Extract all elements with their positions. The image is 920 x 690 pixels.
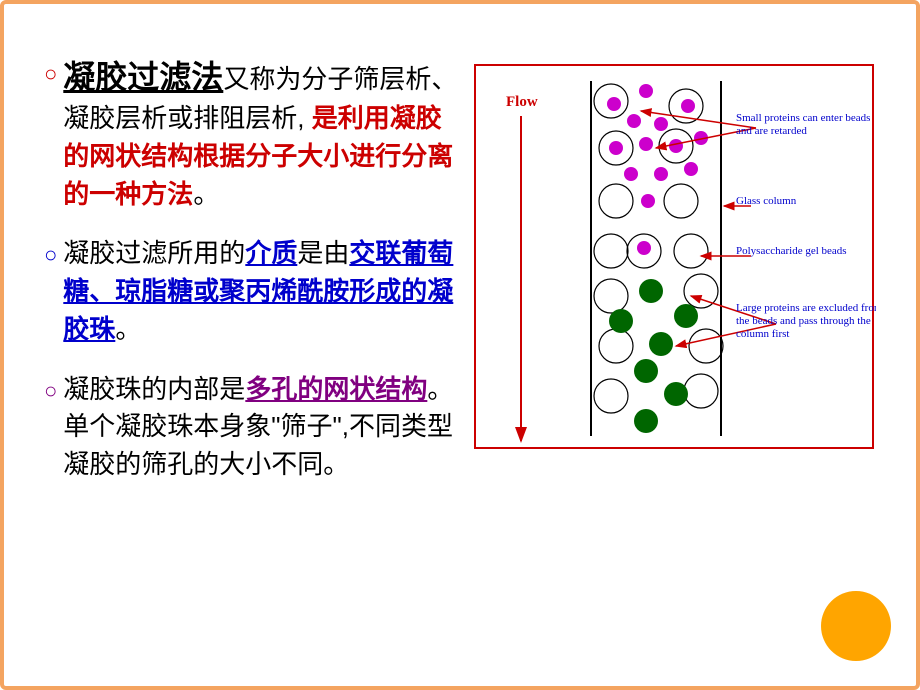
large-protein — [649, 332, 673, 356]
large-protein — [634, 409, 658, 433]
text-segment: 凝胶过滤所用的 — [63, 238, 245, 268]
small-protein — [607, 97, 621, 111]
gel-bead — [599, 329, 633, 363]
gel-bead — [599, 184, 633, 218]
diagram-label: Glass column — [736, 195, 797, 207]
gel-bead — [594, 279, 628, 313]
bullet-item: ○凝胶珠的内部是多孔的网状结构。单个凝胶珠本身象"筛子",不同类型凝胶的筛孔的大… — [44, 371, 464, 484]
small-protein — [681, 99, 695, 113]
text-segment: 是由 — [297, 238, 349, 268]
small-protein — [641, 194, 655, 208]
large-protein — [664, 382, 688, 406]
text-segment: 凝胶过滤法 — [63, 59, 223, 95]
large-protein — [609, 309, 633, 333]
large-protein — [639, 279, 663, 303]
bullet-text: 凝胶过滤法又称为分子筛层析、凝胶层析或排阻层析, 是利用凝胶的网状结构根据分子大… — [63, 54, 464, 213]
bullet-item: ○凝胶过滤所用的介质是由交联葡萄糖、琼脂糖或聚丙烯酰胺形成的凝胶珠。 — [44, 235, 464, 348]
small-protein — [684, 162, 698, 176]
text-column: ○凝胶过滤法又称为分子筛层析、凝胶层析或排阻层析, 是利用凝胶的网状结构根据分子… — [44, 54, 474, 506]
text-segment: 凝胶珠的内部是 — [63, 374, 245, 404]
gel-bead — [664, 184, 698, 218]
slide-content: ○凝胶过滤法又称为分子筛层析、凝胶层析或排阻层析, 是利用凝胶的网状结构根据分子… — [4, 4, 916, 526]
diagram-label: Polysaccharide gel beads — [736, 245, 847, 257]
small-protein — [637, 241, 651, 255]
diagram-svg: Flow Small proteins can enter beadsand ar… — [476, 66, 876, 451]
gel-bead — [594, 379, 628, 413]
small-protein — [654, 167, 668, 181]
bullet-item: ○凝胶过滤法又称为分子筛层析、凝胶层析或排阻层析, 是利用凝胶的网状结构根据分子… — [44, 54, 464, 213]
small-protein — [639, 84, 653, 98]
diagram-label: Small proteins can enter beadsand are re… — [736, 112, 870, 137]
gel-bead — [594, 234, 628, 268]
small-protein — [609, 141, 623, 155]
gel-bead — [684, 374, 718, 408]
bullet-marker-icon: ○ — [44, 58, 57, 213]
diagram-column: Flow Small proteins can enter beadsand ar… — [474, 54, 894, 506]
flow-label: Flow — [506, 94, 538, 110]
bullet-marker-icon: ○ — [44, 239, 57, 348]
small-protein — [627, 114, 641, 128]
decorative-corner-circle — [821, 591, 891, 661]
small-protein — [654, 117, 668, 131]
small-protein — [669, 139, 683, 153]
small-protein — [639, 137, 653, 151]
bullet-text: 凝胶过滤所用的介质是由交联葡萄糖、琼脂糖或聚丙烯酰胺形成的凝胶珠。 — [63, 235, 464, 348]
bullet-marker-icon: ○ — [44, 375, 57, 484]
large-protein — [674, 304, 698, 328]
small-protein — [624, 167, 638, 181]
text-segment: 多孔的网状结构 — [245, 374, 427, 404]
gel-filtration-diagram: Flow Small proteins can enter beadsand ar… — [474, 64, 874, 449]
bullet-text: 凝胶珠的内部是多孔的网状结构。单个凝胶珠本身象"筛子",不同类型凝胶的筛孔的大小… — [63, 371, 464, 484]
text-segment: 。 — [193, 179, 219, 209]
large-protein — [634, 359, 658, 383]
gel-bead — [674, 234, 708, 268]
text-segment: 介质 — [245, 238, 297, 268]
text-segment: 。 — [115, 314, 141, 344]
diagram-label: Large proteins are excluded fromthe bead… — [736, 302, 876, 340]
gel-bead — [689, 329, 723, 363]
